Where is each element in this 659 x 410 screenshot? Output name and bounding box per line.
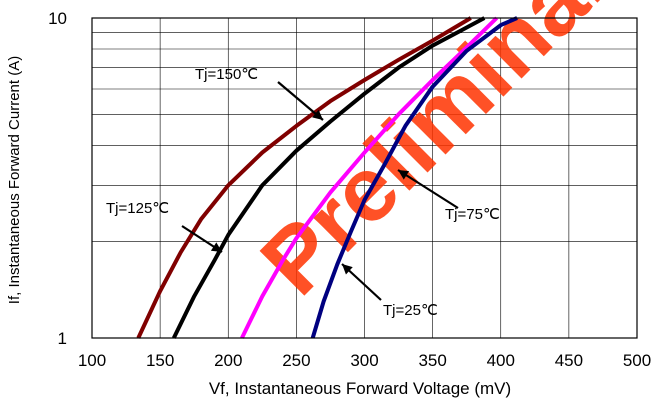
x-tick-label: 400 (487, 351, 515, 370)
annotation-arrow-3 (397, 169, 459, 209)
watermark: Preliminary (242, 0, 659, 314)
series-line-4 (310, 16, 518, 339)
plot-frame (91, 17, 638, 339)
x-tick-label: 350 (418, 351, 446, 370)
y-tick-label: 10 (48, 9, 67, 28)
x-axis-label: Vf, Instantaneous Forward Voltage (mV) (209, 379, 511, 398)
y-axis-label: If, Instantaneous Forward Current (A) (6, 56, 23, 304)
x-tick-label: 200 (214, 351, 242, 370)
annotation-label-1: Tj=150℃ (195, 66, 258, 83)
y-tick-label: 1 (58, 329, 67, 348)
x-tick-label: 250 (282, 351, 310, 370)
series-line-2 (172, 16, 486, 339)
x-tick-label: 500 (623, 351, 651, 370)
annotation-label-2: Tj=125℃ (106, 200, 169, 217)
annotation-arrowhead-3 (398, 170, 410, 180)
watermark-text: Preliminary (242, 0, 659, 314)
grid (92, 18, 637, 338)
series-group (136, 16, 518, 339)
annotation-arrowhead-1 (312, 109, 323, 120)
tick-labels: 100 150 200 250 300 350 400 450 500 1 10 (48, 9, 651, 370)
annotation-arrowhead-4 (342, 264, 353, 275)
series-line-3 (240, 16, 499, 339)
series-line-1 (136, 16, 472, 339)
annotations: Tj=150℃ Tj=125℃ Tj=75℃ Tj=25℃ (106, 66, 500, 319)
annotation-label-4: Tj=25℃ (383, 302, 438, 319)
annotation-label-3: Tj=75℃ (445, 206, 500, 223)
x-tick-label: 100 (78, 351, 106, 370)
x-tick-label: 300 (350, 351, 378, 370)
x-tick-label: 150 (146, 351, 174, 370)
x-tick-label: 450 (555, 351, 583, 370)
annotation-arrowhead-2 (210, 242, 222, 252)
